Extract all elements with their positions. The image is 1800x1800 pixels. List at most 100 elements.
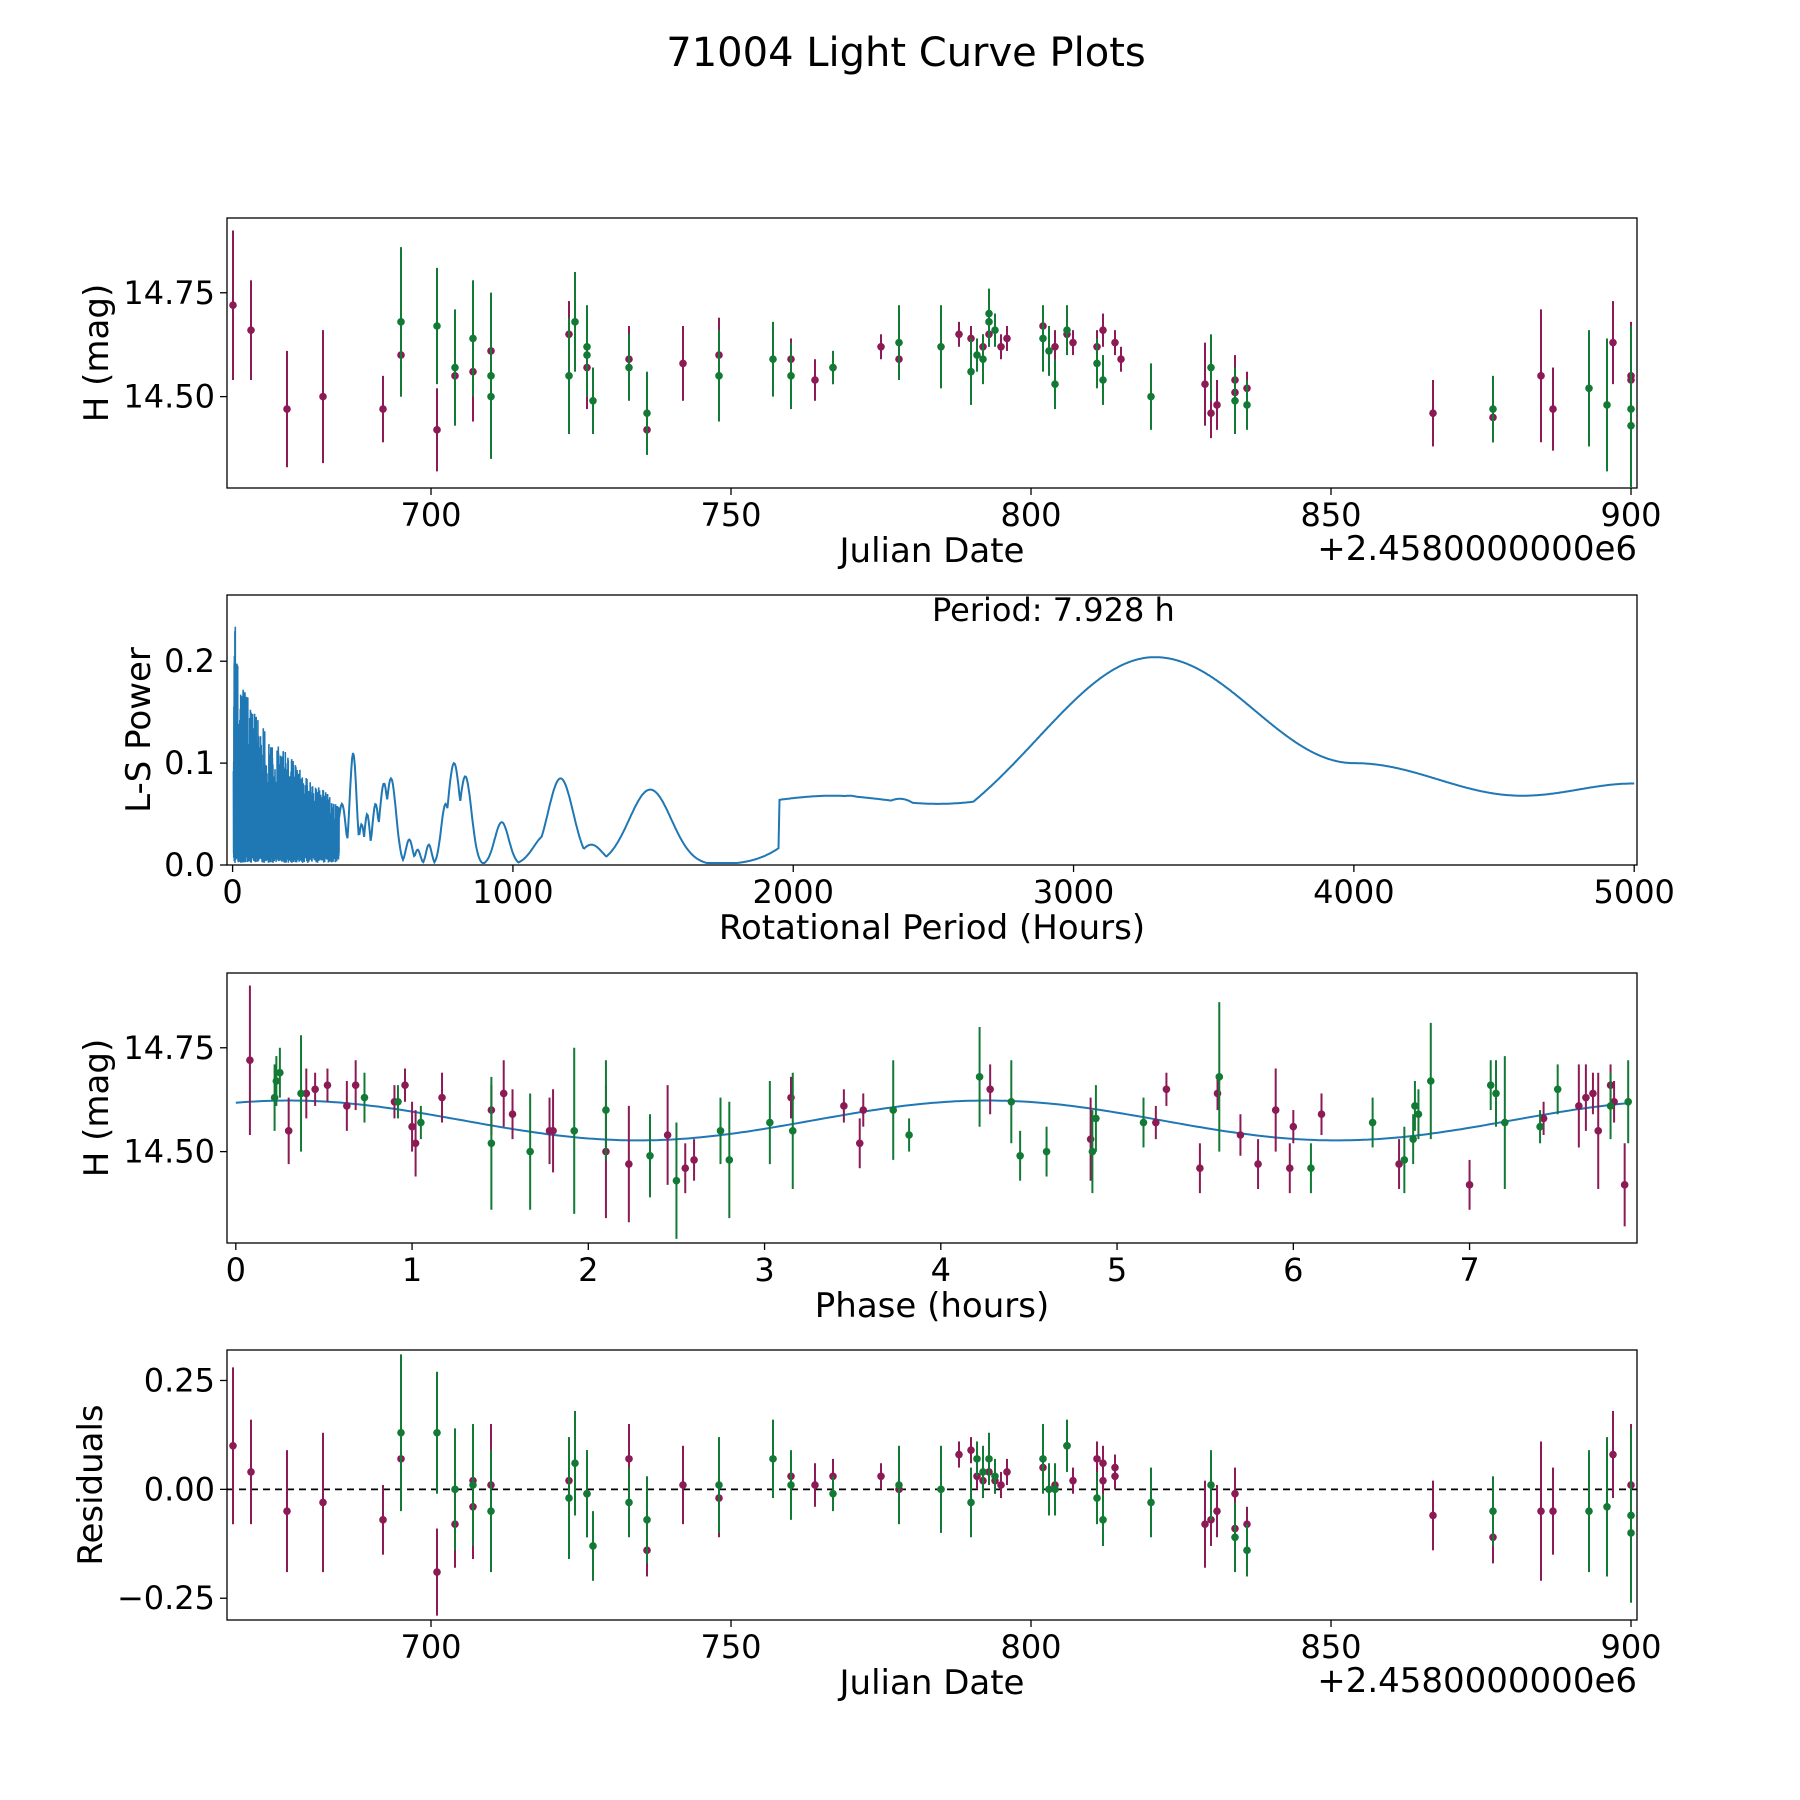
data-point [877, 342, 885, 351]
clipped-marks [227, 1354, 1637, 1616]
data-point [1254, 1160, 1262, 1168]
data-point [985, 309, 993, 318]
data-point [1486, 1081, 1495, 1089]
x-tick-label: 700 [400, 496, 461, 534]
y-tick-label: 0.25 [144, 1361, 215, 1399]
data-point [855, 1139, 864, 1148]
data-point [1231, 396, 1239, 405]
data-point [451, 363, 459, 372]
data-point [975, 1073, 984, 1081]
data-point [1307, 1164, 1315, 1173]
data-point [1051, 342, 1059, 351]
data-point [343, 1102, 351, 1110]
data-point [229, 301, 237, 310]
data-point [1603, 1502, 1611, 1511]
data-point [1537, 372, 1545, 380]
data-point [379, 405, 387, 413]
data-point [979, 355, 987, 364]
data-point [247, 1468, 255, 1476]
data-point [571, 318, 579, 326]
data-point [1553, 1085, 1562, 1094]
x-tick-label: 5 [1107, 1251, 1127, 1289]
data-point [379, 1516, 387, 1524]
y-tick-label: 14.50 [123, 1133, 215, 1171]
y-tick-label: −0.25 [117, 1579, 215, 1617]
data-point [1099, 326, 1107, 334]
data-point [272, 1077, 281, 1085]
y-tick-label: 0.1 [164, 744, 215, 782]
x-tick-label: 5000 [1593, 873, 1674, 911]
data-point [967, 367, 975, 376]
period-annotation: Period: 7.928 h [932, 591, 1175, 629]
data-point [1051, 1485, 1059, 1494]
data-point [408, 1122, 416, 1131]
data-point [1549, 405, 1557, 413]
phased-plot-frame [226, 972, 1638, 1244]
x-tick-label: 3000 [1033, 873, 1114, 911]
data-point [297, 1089, 305, 1098]
data-point [1585, 1507, 1593, 1515]
data-point [469, 334, 477, 343]
periodogram-y-axis-label: L-S Power [119, 647, 159, 813]
residuals-y-axis-label: Residuals [71, 1404, 111, 1565]
clipped-marks [229, 230, 1635, 488]
data-point [985, 1455, 993, 1463]
data-point [1201, 1520, 1209, 1528]
data-point [877, 1472, 885, 1481]
data-point [487, 1507, 495, 1515]
data-point [681, 1164, 690, 1173]
residuals-data-points [227, 1354, 1637, 1616]
data-point [889, 1106, 898, 1114]
data-point [319, 392, 327, 401]
data-point [1099, 1516, 1107, 1524]
residuals-plot-frame [226, 1349, 1638, 1621]
data-point [672, 1176, 681, 1185]
data-point [1039, 334, 1047, 343]
data-point [1624, 1097, 1632, 1106]
data-point [284, 1127, 293, 1135]
data-point [360, 1093, 369, 1102]
data-point [1620, 1181, 1629, 1189]
data-point [1147, 1498, 1155, 1507]
data-point [1069, 338, 1077, 347]
data-point [526, 1147, 534, 1156]
data-point [1213, 401, 1221, 409]
data-point [811, 1481, 819, 1489]
data-point [1549, 1507, 1557, 1515]
x-tick-label: 0 [226, 1251, 246, 1289]
data-point [589, 396, 597, 405]
data-point [302, 1089, 311, 1098]
data-point [1093, 359, 1101, 368]
data-point [411, 1139, 420, 1148]
data-point [973, 351, 981, 359]
data-point [1063, 326, 1071, 334]
data-point [1609, 1450, 1617, 1459]
x-tick-label: 900 [1600, 496, 1661, 534]
data-point [979, 1468, 987, 1476]
data-point [1162, 1085, 1171, 1094]
data-point [1575, 1102, 1583, 1110]
data-point [1007, 1097, 1016, 1106]
data-point [433, 1568, 441, 1576]
raw-x-axis-label: Julian Date [838, 531, 1025, 571]
data-point [1042, 1147, 1051, 1156]
clipped-marks [235, 985, 1632, 1239]
data-point [715, 372, 723, 380]
data-point [397, 318, 405, 326]
data-point [351, 1081, 360, 1089]
x-tick-label: 4 [931, 1251, 951, 1289]
data-point [787, 1481, 795, 1489]
data-point [276, 1068, 284, 1077]
data-point [625, 1160, 633, 1168]
phased-y-axis-label: H (mag) [77, 1039, 117, 1177]
periodogram-x-axis-label: Rotational Period (Hours) [719, 908, 1145, 948]
data-point [955, 330, 963, 339]
data-point [1243, 401, 1251, 409]
data-point [1603, 401, 1611, 409]
data-point [602, 1106, 610, 1114]
data-point [829, 1489, 837, 1498]
data-point [1045, 1485, 1053, 1494]
y-tick-label: 14.75 [123, 274, 215, 312]
data-point [1627, 421, 1635, 430]
data-point [1289, 1122, 1298, 1131]
